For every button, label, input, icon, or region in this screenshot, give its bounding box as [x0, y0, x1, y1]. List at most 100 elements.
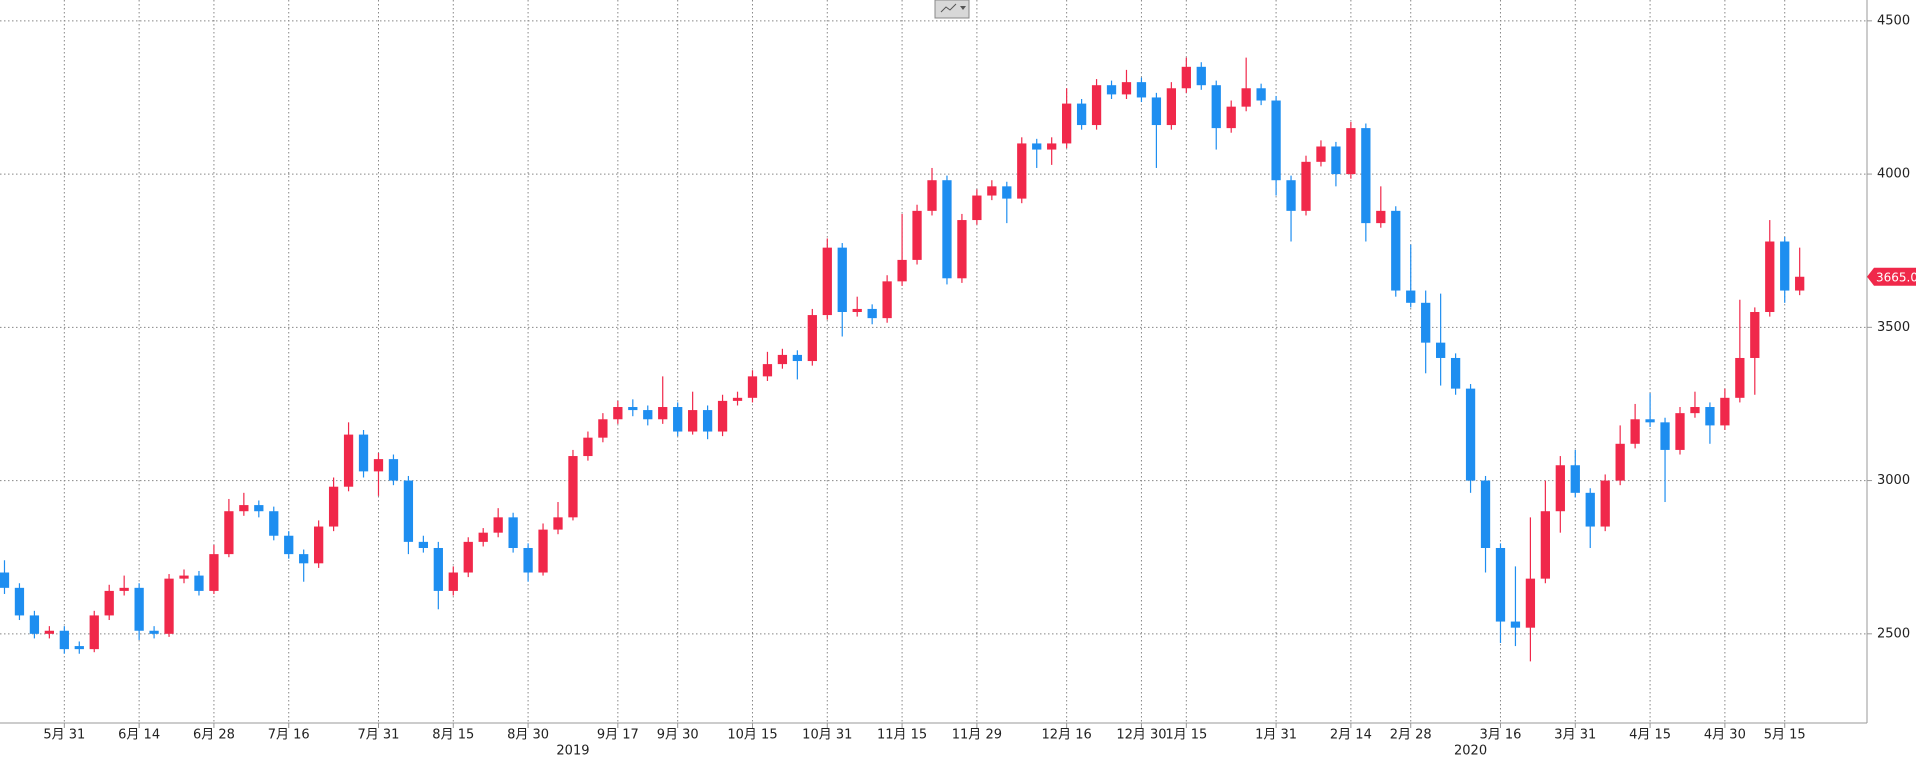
candle-body — [358, 434, 369, 472]
candle-body — [747, 376, 758, 398]
candle-body — [1376, 210, 1386, 224]
candle-body — [1600, 480, 1610, 527]
candle-body — [912, 210, 922, 260]
candle-body — [1525, 578, 1536, 628]
candle-body — [523, 547, 533, 573]
candle-body — [224, 511, 234, 555]
candle-body — [1780, 241, 1790, 291]
candle-body — [658, 407, 668, 420]
candle-body — [134, 587, 144, 631]
candle-body — [762, 364, 773, 377]
x-tick-label: 2月 28 — [1390, 728, 1432, 743]
candle-body — [1465, 388, 1476, 481]
candle-body — [1091, 85, 1102, 126]
candle-body — [1047, 143, 1057, 150]
widget-box[interactable] — [934, 0, 970, 19]
widget-arrow — [960, 6, 966, 10]
x-tick-label: 9月 30 — [657, 728, 699, 743]
candle-body — [777, 354, 788, 365]
candle-body — [538, 529, 548, 573]
candle-body — [1705, 407, 1715, 426]
candle-body — [284, 535, 294, 555]
candle-body — [987, 186, 997, 196]
chart-type-widget[interactable] — [934, 0, 970, 19]
candle-body — [149, 630, 159, 634]
x-tick-label: 5月 15 — [1764, 728, 1806, 743]
candle-body — [732, 397, 743, 401]
candle-body — [598, 419, 608, 438]
candle-body — [882, 281, 892, 319]
candle-body — [508, 517, 518, 548]
candle-body — [74, 646, 84, 650]
candle-body — [1106, 85, 1117, 95]
candle-body — [927, 180, 937, 211]
candle-body — [254, 505, 264, 512]
candle-body — [89, 615, 99, 650]
x-tick-label: 4月 15 — [1629, 728, 1671, 743]
candle-body — [1361, 128, 1371, 224]
candle-body — [1765, 241, 1775, 313]
x-tick-label: 11月 29 — [952, 728, 1002, 743]
candle-body — [343, 434, 354, 487]
candle-body — [388, 459, 399, 481]
candle-body — [1002, 186, 1012, 199]
candle-body — [1406, 290, 1416, 303]
candle-body — [1750, 312, 1760, 358]
candle-body — [403, 480, 414, 542]
candle-body — [837, 247, 847, 313]
candle-body — [14, 587, 25, 616]
candle-body — [448, 572, 458, 591]
x-tick-label: 5月 31 — [43, 728, 85, 743]
candle-body — [1495, 547, 1506, 622]
candle-body — [59, 630, 69, 650]
x-tick-label: 3月 31 — [1554, 728, 1596, 743]
candle-body — [29, 615, 40, 634]
candle-body — [1062, 103, 1072, 144]
candle-body — [209, 554, 219, 591]
candle-body — [0, 572, 10, 588]
candle-body — [1346, 128, 1356, 175]
candle-body — [717, 400, 728, 432]
candle-body — [807, 315, 817, 362]
x-tick-label: 4月 30 — [1704, 728, 1746, 743]
candle-body — [613, 407, 623, 420]
candle-body — [897, 259, 907, 282]
last-price-label: 3665.0 — [1876, 270, 1916, 284]
candle-body — [478, 532, 488, 542]
x-tick-label: 7月 16 — [268, 728, 310, 743]
candle-body — [1555, 465, 1565, 512]
candle-body — [1615, 443, 1625, 481]
x-tick-label: 6月 28 — [193, 728, 235, 743]
x-tick-label: 6月 14 — [118, 728, 160, 743]
x-tick-label: 8月 30 — [507, 728, 549, 743]
candle-body — [418, 541, 429, 548]
candle-body — [867, 308, 877, 319]
candle-body — [104, 590, 114, 616]
x-tick-label: 2月 14 — [1330, 728, 1372, 743]
candle-body — [1540, 511, 1550, 579]
candle-body — [164, 578, 174, 634]
candle-body — [1480, 480, 1491, 548]
candle-body — [702, 410, 713, 432]
candle-body — [1421, 302, 1431, 343]
x-tick-label: 12月 30 — [1116, 728, 1166, 743]
candle-body — [1391, 210, 1401, 291]
candle-body — [568, 456, 578, 518]
candle-body — [822, 247, 832, 316]
candle-body — [1331, 146, 1341, 175]
candle-body — [852, 308, 862, 313]
x-tick-label: 3月 16 — [1480, 728, 1522, 743]
candle-body — [1256, 88, 1266, 101]
candle-body — [1211, 85, 1221, 129]
x-tick-label: 9月 17 — [597, 728, 639, 743]
widget-icon — [940, 3, 957, 13]
candle-body — [1795, 276, 1805, 291]
candle-body — [1121, 82, 1132, 95]
candle-body — [1570, 465, 1580, 493]
candle-body — [1017, 143, 1027, 199]
candle-body — [299, 554, 309, 564]
candle-body — [373, 459, 384, 472]
candle-body — [688, 410, 698, 432]
candle-body — [1436, 342, 1446, 358]
x-tick-label: 10月 31 — [802, 728, 852, 743]
